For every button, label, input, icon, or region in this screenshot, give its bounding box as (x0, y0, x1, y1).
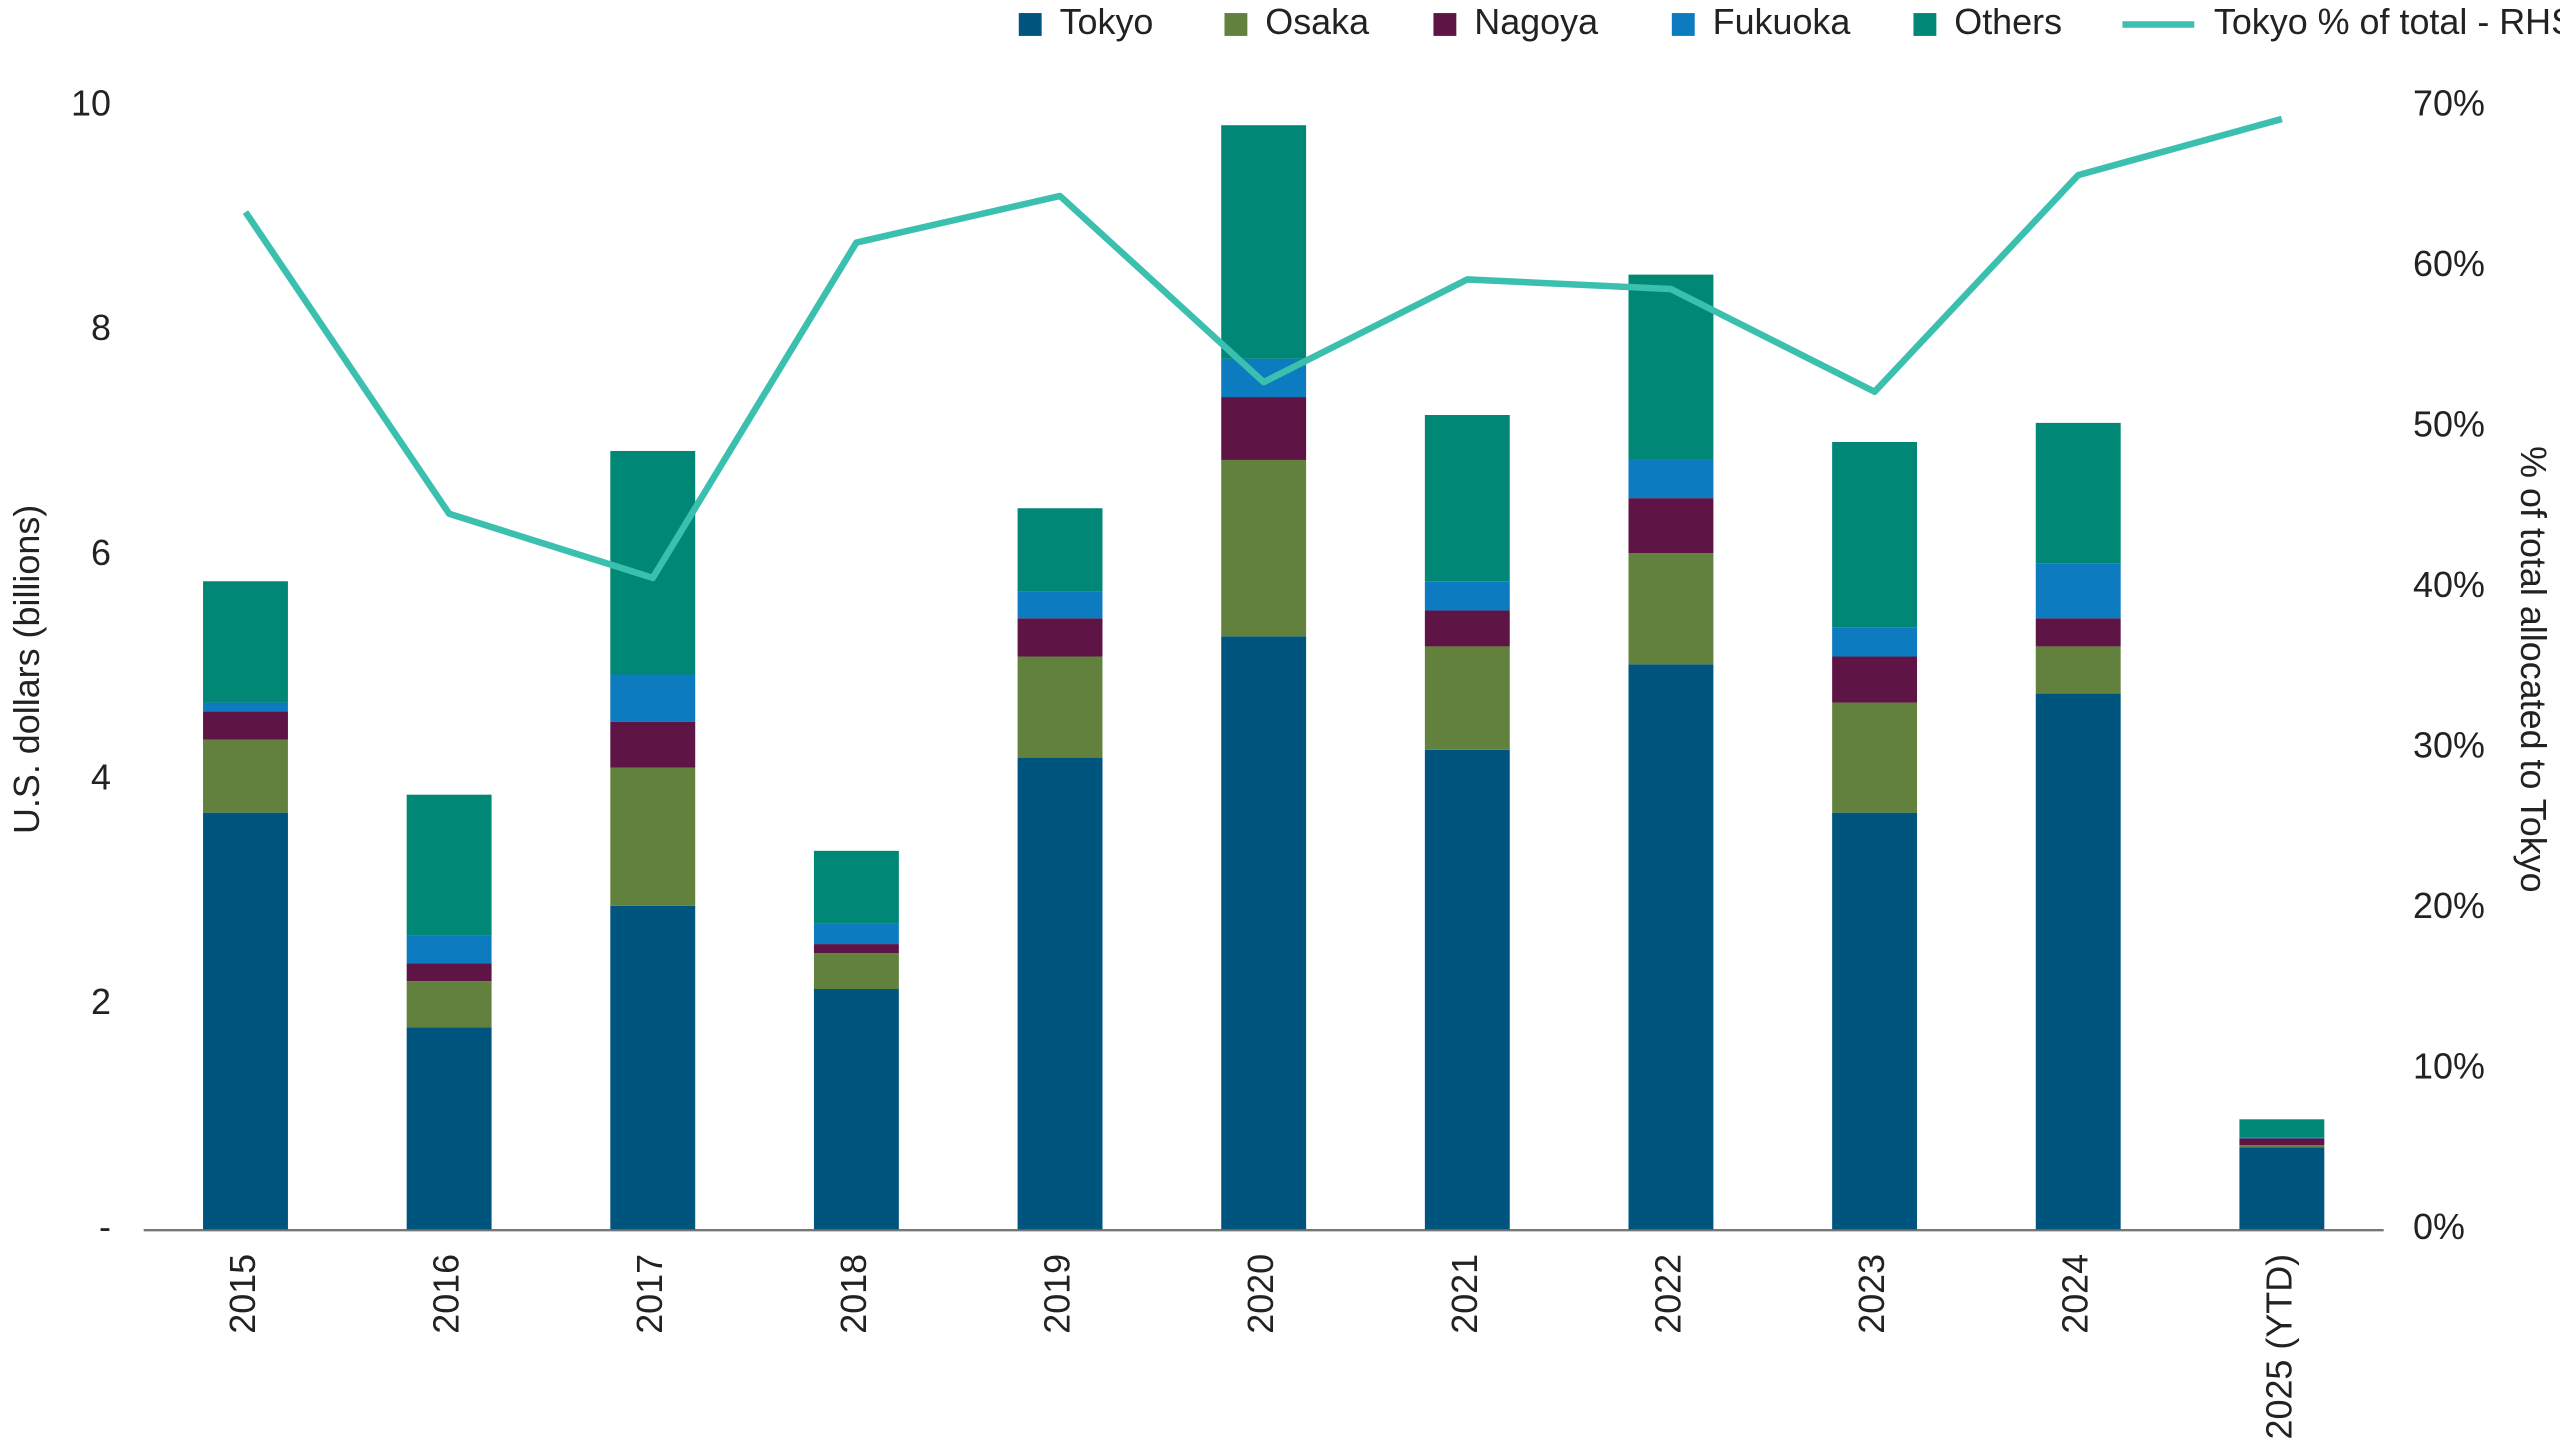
bar-segment (813, 989, 899, 1230)
bar-segment (813, 850, 899, 924)
bar-segment (1424, 581, 1510, 611)
legend-swatch (1433, 13, 1457, 36)
bar-segment (1221, 397, 1307, 460)
bar-segment (1628, 459, 1714, 499)
y2-tick-label: 10% (2413, 1045, 2485, 1086)
legend-label: Others (1954, 1, 2062, 42)
bar-segment (2239, 1138, 2325, 1146)
y-tick-label: 4 (91, 757, 111, 798)
y2-tick-label: 70% (2413, 83, 2485, 124)
bar-segment (1221, 459, 1307, 637)
bar-segment (1628, 498, 1714, 554)
bar-segment (1221, 125, 1307, 359)
bar-segment (813, 923, 899, 945)
bar-segment (2035, 422, 2121, 564)
bar-segment (1628, 553, 1714, 665)
x-tick-label: 2016 (426, 1254, 467, 1334)
legend-label: Fukuoka (1713, 1, 1851, 42)
bar-segment (1424, 415, 1510, 582)
y-tick-label: 8 (91, 307, 111, 348)
bar-segment (813, 944, 899, 954)
y-tick-label: 10 (71, 83, 111, 124)
bar-segment (2035, 693, 2121, 1230)
x-tick-label: 2024 (2055, 1254, 2096, 1334)
x-tick-label: 2021 (1444, 1254, 1485, 1334)
legend-label: Tokyo % of total - RHS (2214, 1, 2560, 42)
bar-segment (2035, 646, 2121, 694)
y-tick-label: - (99, 1206, 111, 1247)
bar-segment (610, 674, 696, 722)
legend-label: Nagoya (1474, 1, 1598, 42)
bar-segment (610, 721, 696, 768)
bar-segment (1832, 441, 1918, 628)
bar-segment (1628, 664, 1714, 1230)
x-tick-label: 2017 (629, 1254, 670, 1334)
bar-segment (813, 953, 899, 990)
y2-tick-label: 30% (2413, 724, 2485, 765)
bar-segment (406, 963, 492, 982)
x-tick-label: 2015 (222, 1254, 263, 1334)
bar-segment (2239, 1119, 2325, 1138)
bar-segment (1832, 656, 1918, 703)
bar-segment (2035, 618, 2121, 647)
bar-segment (1424, 610, 1510, 647)
bar-segment (203, 812, 288, 1230)
bar-segment (2239, 1147, 2325, 1230)
bar-segment (1832, 627, 1918, 657)
y2-tick-label: 40% (2413, 564, 2485, 605)
bar-segment (203, 739, 288, 813)
x-tick-label: 2022 (1647, 1254, 1688, 1334)
y2-tick-label: 0% (2413, 1206, 2465, 1247)
bar-segment (2035, 563, 2121, 619)
y2-tick-label: 50% (2413, 404, 2485, 445)
bar-segment (1832, 812, 1918, 1230)
y2-tick-label: 60% (2413, 243, 2485, 284)
legend-swatch (1913, 13, 1937, 36)
bar-segment (406, 1027, 492, 1230)
bar-segment (203, 711, 288, 740)
bar-segment (1017, 656, 1103, 758)
x-tick-label: 2025 (YTD) (2258, 1254, 2299, 1440)
bar-segment (406, 935, 492, 964)
x-tick-label: 2020 (1240, 1254, 1281, 1334)
bar-segment (203, 581, 288, 703)
y-axis-label: U.S. dollars (billions) (6, 505, 47, 834)
bar-segment (1017, 757, 1103, 1230)
bar-segment (1424, 646, 1510, 750)
x-tick-label: 2018 (833, 1254, 874, 1334)
legend-label: Tokyo (1060, 1, 1154, 42)
legend-swatch (1671, 13, 1695, 36)
bar-segment (406, 794, 492, 936)
bar-segment (2239, 1145, 2325, 1148)
bar-segment (610, 450, 696, 675)
y-tick-label: 6 (91, 532, 111, 573)
bar-segment (1017, 591, 1103, 619)
bar-segment (610, 767, 696, 906)
bar-segment (610, 905, 696, 1230)
bar-segment (406, 981, 492, 1028)
bar-segment (1017, 508, 1103, 592)
legend-label: Osaka (1265, 1, 1369, 42)
x-tick-label: 2019 (1037, 1254, 1078, 1334)
legend-swatch (1224, 13, 1248, 36)
bar-segment (2239, 1137, 2325, 1139)
bar-segment (203, 702, 288, 712)
bar-segment (1221, 636, 1307, 1230)
x-tick-label: 2023 (1851, 1254, 1892, 1334)
bar-segment (1017, 618, 1103, 657)
y-tick-label: 2 (91, 981, 111, 1022)
bar-segment (1832, 702, 1918, 813)
y2-tick-label: 20% (2413, 885, 2485, 926)
legend-swatch (1018, 13, 1042, 36)
y2-axis-label: % of total allocated to Tokyo (2513, 446, 2554, 892)
bar-segment (1424, 749, 1510, 1230)
line-series (242, 115, 2283, 582)
